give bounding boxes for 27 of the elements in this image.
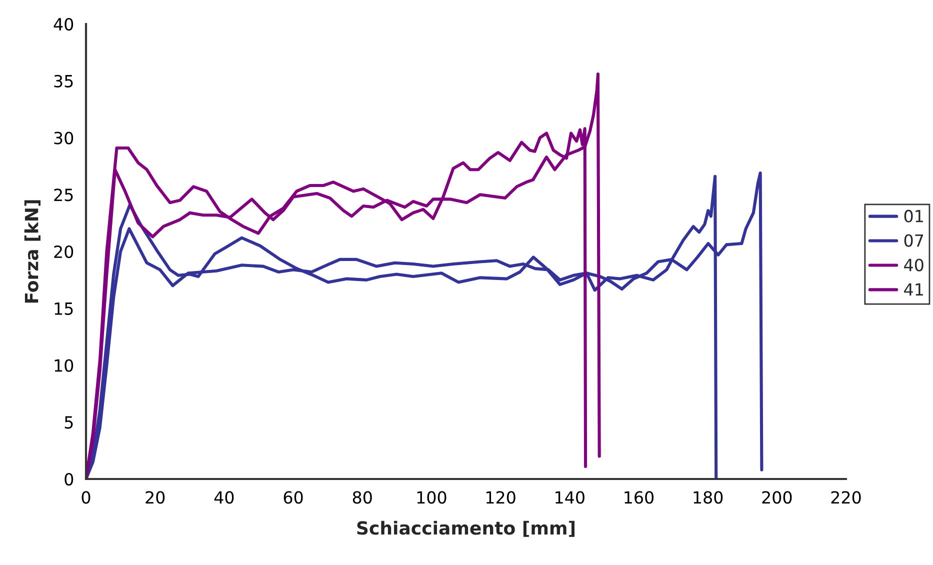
x-tick-label: 180 [694, 491, 723, 504]
y-tick-label: 5 [64, 416, 73, 429]
legend-label: 40 [904, 258, 924, 272]
x-tick-label: 120 [486, 491, 516, 504]
y-tick-label: 0 [64, 472, 74, 486]
legend-label: 41 [904, 283, 923, 296]
y-axis-title: Forza [kN] [24, 200, 40, 303]
x-tick-label: 100 [417, 491, 446, 504]
x-tick-label: 200 [762, 491, 792, 504]
y-tick-label: 10 [54, 359, 74, 372]
x-tick-label: 60 [284, 491, 303, 504]
x-tick-label: 140 [556, 491, 584, 504]
y-tick-label: 25 [54, 188, 73, 202]
y-tick-label: 20 [54, 245, 74, 258]
y-tick-label: 40 [54, 18, 74, 31]
legend-label: 07 [904, 234, 924, 247]
x-tick-label: 40 [214, 491, 234, 504]
x-axis-title: Schiacciamento [mm] [357, 520, 574, 537]
x-tick-label: 20 [146, 491, 165, 504]
x-tick-label: 80 [352, 491, 372, 504]
y-tick-label: 35 [54, 74, 73, 88]
y-tick-label: 30 [54, 132, 74, 144]
x-tick-label: 160 [624, 491, 654, 504]
legend-label: 01 [904, 210, 923, 222]
y-tick-label: 15 [54, 302, 73, 315]
x-tick-label: 0 [82, 491, 90, 504]
x-tick-label: 220 [831, 491, 861, 504]
